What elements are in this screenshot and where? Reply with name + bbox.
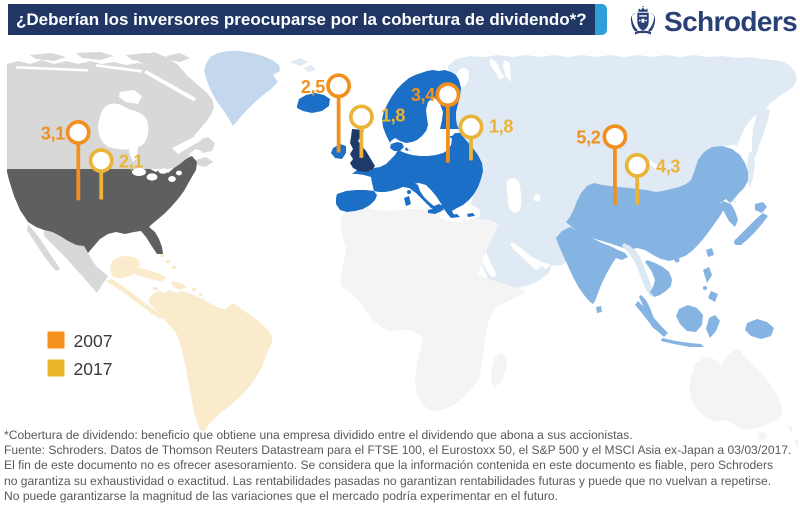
svg-text:2017: 2017 [74, 359, 113, 379]
svg-text:2007: 2007 [74, 331, 113, 351]
svg-text:3,1: 3,1 [41, 123, 65, 143]
svg-text:2,1: 2,1 [119, 152, 143, 172]
svg-text:5,2: 5,2 [576, 127, 600, 147]
svg-text:1,8: 1,8 [381, 105, 405, 125]
svg-text:2,5: 2,5 [301, 77, 325, 97]
svg-text:1,8: 1,8 [489, 116, 513, 136]
svg-text:3,4: 3,4 [411, 85, 435, 105]
svg-text:4,3: 4,3 [656, 157, 680, 177]
